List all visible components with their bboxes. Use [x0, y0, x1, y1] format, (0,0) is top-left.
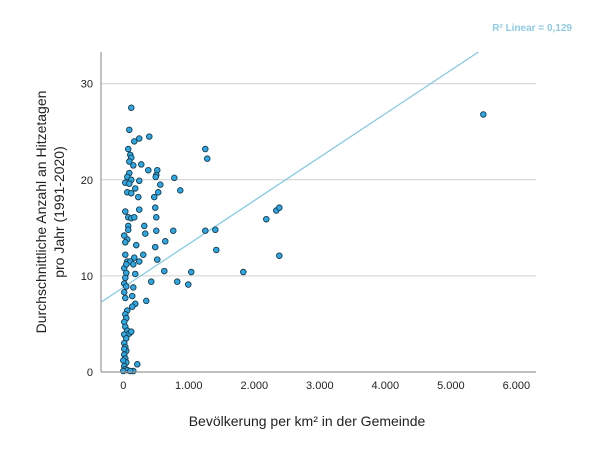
- data-point: [185, 281, 192, 288]
- data-point: [155, 189, 162, 196]
- x-tick-label: 0: [120, 380, 126, 392]
- data-point: [131, 214, 138, 221]
- data-point: [123, 261, 130, 268]
- data-point: [128, 303, 136, 310]
- x-tick-label: 3.000: [306, 380, 334, 392]
- data-point: [126, 126, 133, 134]
- data-point: [151, 193, 158, 201]
- data-point: [126, 180, 133, 187]
- data-point: [120, 357, 127, 364]
- data-point: [202, 227, 209, 234]
- x-tick-label: 1.000: [175, 380, 203, 392]
- data-point: [142, 230, 149, 237]
- data-point: [136, 135, 143, 142]
- x-tick-label: 5.000: [437, 380, 465, 392]
- data-point: [171, 174, 178, 182]
- data-point: [145, 166, 152, 174]
- data-point: [128, 292, 136, 300]
- fit-line-group: [100, 51, 479, 303]
- data-point: [143, 297, 150, 305]
- data-point: [131, 138, 138, 145]
- data-point: [162, 238, 169, 245]
- data-point: [213, 246, 220, 254]
- tick-labels: 0 10 20 30 0 1.000 2.000 3.000 4.000 5.000 6.000: [81, 79, 530, 392]
- data-point: [131, 254, 138, 261]
- y-tick-label: 20: [81, 175, 93, 187]
- data-point: [136, 258, 143, 265]
- x-tick-label: 4.000: [372, 380, 400, 392]
- data-point: [122, 274, 129, 282]
- data-point: [170, 227, 177, 234]
- data-point: [146, 133, 153, 140]
- data-point: [188, 268, 195, 276]
- data-point: [276, 204, 283, 211]
- y-tick-label: 0: [87, 367, 93, 379]
- data-point: [121, 345, 128, 353]
- data-point: [134, 361, 141, 368]
- data-point: [125, 145, 132, 153]
- data-point: [212, 226, 219, 234]
- data-point: [128, 104, 135, 111]
- data-point: [130, 162, 137, 169]
- data-point: [123, 283, 130, 290]
- data-point: [136, 177, 143, 185]
- data-point: [276, 252, 283, 259]
- data-point: [157, 181, 164, 188]
- data-point: [480, 111, 487, 118]
- fit-line: [100, 51, 479, 303]
- data-point: [122, 294, 129, 302]
- data-point: [128, 190, 135, 197]
- data-point: [153, 214, 160, 221]
- data-point: [132, 185, 139, 192]
- data-point: [140, 251, 147, 259]
- r2-annotation: R² Linear = 0,129: [492, 23, 572, 34]
- axes: [100, 52, 536, 373]
- data-point: [153, 227, 160, 234]
- data-point: [127, 367, 134, 375]
- data-point: [130, 284, 137, 291]
- data-point: [174, 278, 181, 285]
- data-point: [132, 241, 140, 249]
- data-point: [161, 267, 168, 275]
- data-point: [126, 158, 133, 165]
- data-point: [130, 261, 137, 268]
- data-point: [122, 239, 129, 246]
- data-point: [152, 173, 159, 181]
- x-tick-label: 6.000: [503, 380, 531, 392]
- data-point: [122, 208, 129, 215]
- data-point: [132, 270, 139, 278]
- data-point: [121, 288, 128, 296]
- y-axis-label-line2: pro Jahr (1991-2020): [51, 146, 67, 278]
- y-tick-label: 10: [81, 271, 93, 283]
- x-axis-label: Bevölkerung per km² in der Gemeinde: [189, 413, 426, 429]
- data-point: [204, 155, 211, 162]
- data-point: [263, 215, 270, 223]
- data-point: [147, 278, 155, 285]
- data-point: [151, 243, 159, 251]
- y-tick-label: 30: [81, 79, 93, 91]
- data-point: [122, 251, 129, 259]
- data-point: [240, 268, 247, 276]
- data-point: [154, 256, 161, 263]
- data-point: [128, 328, 135, 335]
- data-point: [138, 161, 145, 168]
- data-points: [120, 104, 487, 375]
- data-point: [125, 226, 132, 234]
- data-point: [177, 187, 184, 194]
- y-axis-label-line1: Durchschnittliche Anzahl an Hitzetagen: [33, 91, 49, 334]
- data-point: [151, 204, 159, 211]
- x-tick-label: 2.000: [241, 380, 269, 392]
- data-point: [120, 367, 127, 375]
- data-point: [202, 145, 209, 153]
- data-point: [141, 222, 148, 230]
- data-point: [136, 206, 143, 213]
- data-point: [121, 232, 128, 239]
- data-point: [135, 193, 142, 201]
- gridlines: [101, 83, 536, 277]
